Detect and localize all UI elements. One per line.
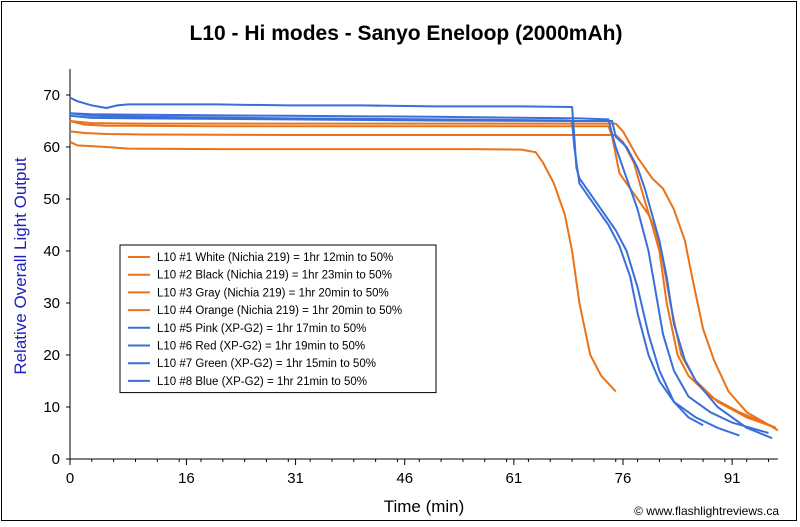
- legend-entry: L10 #8 Blue (XP-G2) = 1hr 21min to 50%: [157, 376, 367, 388]
- legend-box: [119, 244, 437, 394]
- x-tick-label: 61: [506, 470, 523, 487]
- y-tick-label: 60: [43, 139, 60, 156]
- x-tick-label: 91: [724, 470, 741, 487]
- x-tick-label: 46: [396, 470, 413, 487]
- series-line-8: [69, 114, 773, 440]
- x-tick-label: 31: [287, 470, 304, 487]
- chart-title: L10 - Hi modes - Sanyo Eneloop (2000mAh): [190, 22, 623, 45]
- series-line-1: [69, 140, 617, 393]
- legend-entry: L10 #2 Black (Nichia 219) = 1hr 23min to…: [157, 270, 392, 282]
- series-line-7: [69, 112, 740, 437]
- legend: L10 #1 White (Nichia 219) = 1hr 12min to…: [119, 244, 437, 394]
- y-tick-label: 50: [43, 191, 60, 208]
- axes: 0 10 20 30 40 50 60 70 0 16 31 46 61 76 91: [43, 69, 778, 487]
- y-tick-label: 70: [43, 87, 60, 104]
- x-tick-label: 16: [178, 470, 195, 487]
- y-axis-label: Relative Overall Light Output: [11, 157, 30, 375]
- x-axis-label: Time (min): [384, 497, 465, 516]
- legend-entry: L10 #3 Gray (Nichia 219) = 1hr 20min to …: [157, 287, 389, 299]
- legend-entry: L10 #7 Green (XP-G2) = 1hr 15min to 50%: [157, 358, 376, 370]
- y-tick-label: 30: [43, 295, 60, 312]
- y-tick-label: 40: [43, 243, 60, 260]
- legend-entry: L10 #1 White (Nichia 219) = 1hr 12min to…: [157, 252, 393, 264]
- legend-entry: L10 #6 Red (XP-G2) = 1hr 19min to 50%: [157, 341, 365, 353]
- x-tick-label: 76: [615, 470, 632, 487]
- y-tick-label: 0: [52, 451, 60, 468]
- legend-entry: L10 #5 Pink (XP-G2) = 1hr 17min to 50%: [157, 323, 366, 335]
- series-line-4: [69, 120, 779, 432]
- legend-entry: L10 #4 Orange (Nichia 219) = 1hr 20min t…: [157, 305, 402, 317]
- y-tick-label: 10: [43, 399, 60, 416]
- watermark-text: © www.flashlightreviews.ca: [634, 504, 779, 518]
- series-layer: [69, 96, 779, 440]
- x-tick-label: 0: [66, 470, 74, 487]
- y-tick-label: 20: [43, 347, 60, 364]
- series-line-6: [69, 112, 769, 434]
